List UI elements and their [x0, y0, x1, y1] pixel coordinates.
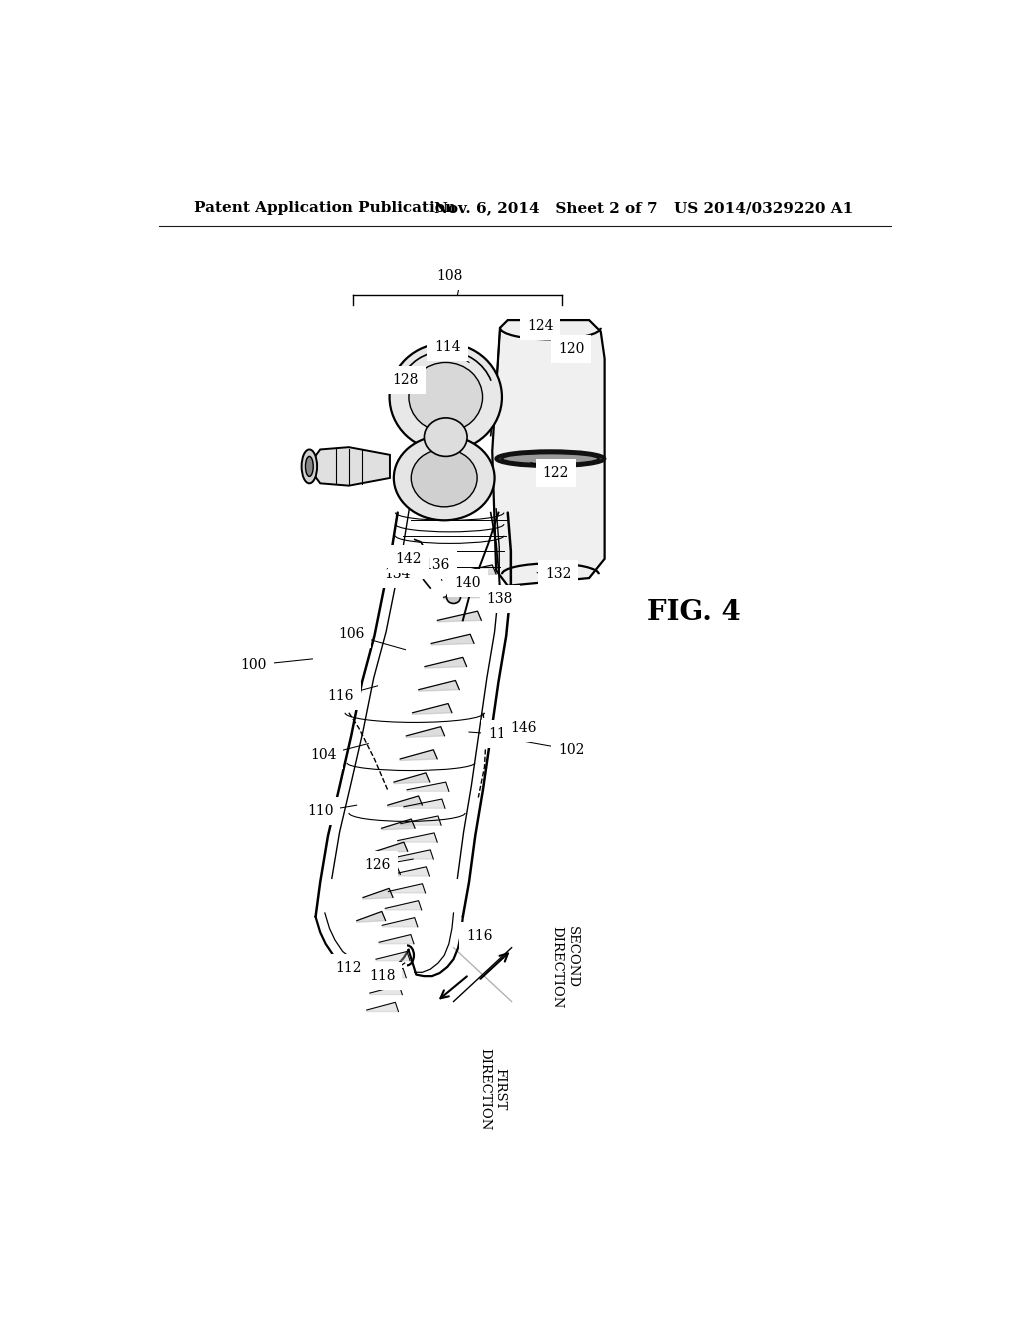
- Text: 142: 142: [395, 552, 422, 566]
- Text: 146: 146: [510, 721, 537, 735]
- Ellipse shape: [409, 363, 482, 432]
- Ellipse shape: [305, 457, 313, 477]
- Ellipse shape: [496, 451, 604, 466]
- Polygon shape: [362, 888, 393, 899]
- Text: 134: 134: [384, 568, 411, 581]
- Text: SECOND
DIRECTION: SECOND DIRECTION: [550, 925, 579, 1008]
- Text: 118: 118: [488, 727, 515, 742]
- Polygon shape: [379, 935, 414, 944]
- Polygon shape: [443, 589, 488, 599]
- Text: 112: 112: [336, 961, 362, 975]
- Polygon shape: [400, 816, 441, 825]
- Text: FIG. 4: FIG. 4: [647, 599, 740, 626]
- Polygon shape: [437, 611, 481, 622]
- Polygon shape: [367, 1002, 398, 1011]
- Ellipse shape: [446, 591, 461, 603]
- Polygon shape: [431, 635, 474, 645]
- Polygon shape: [407, 726, 444, 738]
- Polygon shape: [373, 969, 407, 978]
- Polygon shape: [400, 750, 437, 760]
- Polygon shape: [388, 796, 423, 807]
- Polygon shape: [403, 799, 445, 808]
- Text: 122: 122: [543, 466, 569, 479]
- Text: 110: 110: [307, 804, 334, 818]
- Polygon shape: [425, 657, 467, 668]
- Text: 128: 128: [392, 374, 419, 387]
- Text: 138: 138: [486, 591, 513, 606]
- Text: 132: 132: [545, 568, 571, 581]
- Text: 108: 108: [436, 269, 463, 284]
- Text: FIRST
DIRECTION: FIRST DIRECTION: [478, 1048, 506, 1130]
- Ellipse shape: [394, 436, 495, 520]
- Ellipse shape: [502, 453, 599, 465]
- Ellipse shape: [412, 449, 477, 507]
- Text: 114: 114: [434, 341, 461, 354]
- Polygon shape: [375, 842, 408, 853]
- Polygon shape: [356, 911, 386, 923]
- Polygon shape: [397, 833, 437, 842]
- Polygon shape: [391, 867, 429, 876]
- Text: 102: 102: [558, 743, 585, 756]
- Text: 104: 104: [310, 748, 337, 762]
- Text: Patent Application Publication: Patent Application Publication: [194, 202, 456, 215]
- Text: 118: 118: [369, 969, 395, 983]
- Polygon shape: [381, 818, 415, 830]
- Polygon shape: [388, 884, 426, 892]
- Text: 120: 120: [558, 342, 585, 355]
- Polygon shape: [407, 781, 449, 792]
- Polygon shape: [394, 774, 430, 784]
- Polygon shape: [369, 866, 400, 876]
- Polygon shape: [308, 447, 390, 486]
- Polygon shape: [376, 952, 410, 961]
- Polygon shape: [382, 917, 418, 927]
- Text: Nov. 6, 2014   Sheet 2 of 7: Nov. 6, 2014 Sheet 2 of 7: [434, 202, 657, 215]
- Text: 106: 106: [338, 627, 365, 642]
- Text: 116: 116: [327, 689, 353, 702]
- Text: 126: 126: [365, 858, 391, 873]
- Polygon shape: [493, 321, 604, 586]
- Polygon shape: [413, 704, 452, 714]
- Ellipse shape: [389, 343, 502, 451]
- Polygon shape: [450, 565, 496, 576]
- Text: US 2014/0329220 A1: US 2014/0329220 A1: [675, 202, 854, 215]
- Ellipse shape: [302, 449, 317, 483]
- Polygon shape: [394, 850, 433, 859]
- Polygon shape: [419, 681, 460, 692]
- Text: 124: 124: [527, 319, 554, 333]
- Text: 116: 116: [466, 929, 493, 942]
- Ellipse shape: [424, 418, 467, 457]
- Text: 140: 140: [455, 577, 480, 590]
- Text: 100: 100: [241, 659, 266, 672]
- Polygon shape: [370, 985, 402, 995]
- Polygon shape: [385, 900, 422, 909]
- Text: 136: 136: [423, 558, 450, 572]
